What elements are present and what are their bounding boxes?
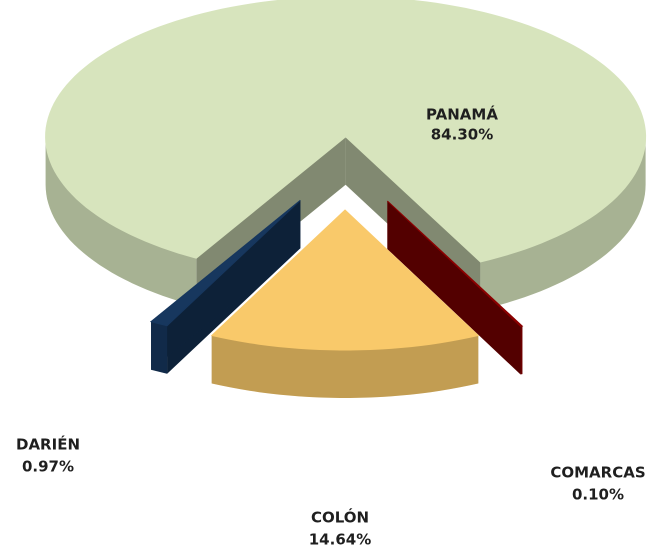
slice-label: DARIÉN (16, 435, 80, 454)
slice-side (520, 326, 523, 375)
slice-label: COMARCAS (550, 464, 645, 482)
slice-value-label: 14.64% (309, 531, 371, 549)
slice-top (210, 209, 480, 351)
slice-side (45, 136, 197, 307)
slice-wall (387, 201, 521, 375)
slice-value-label: 84.30% (431, 126, 493, 144)
slice-side-shade (520, 326, 523, 375)
slice-value-label: 0.97% (22, 458, 74, 476)
slice-wall-shade (387, 201, 521, 375)
slice-side (480, 136, 646, 310)
slice-label: COLÓN (311, 508, 369, 527)
slice-side (151, 321, 168, 374)
slice-side-shade (45, 136, 197, 307)
slice (210, 209, 480, 398)
slice-side-shade (211, 335, 479, 398)
slice-side (211, 335, 479, 398)
slice-value-label: 0.10% (572, 486, 624, 504)
slice-top (387, 200, 524, 328)
slice-top (45, 0, 647, 263)
slice-side-shade (151, 321, 168, 374)
slice-wall (151, 200, 301, 370)
slice-top (149, 199, 301, 327)
slice (387, 200, 524, 375)
slice-label: PANAMÁ (426, 105, 498, 124)
slice (45, 0, 647, 310)
slice (149, 199, 301, 374)
slice-wall-shade (151, 200, 301, 370)
slice-side-shade (480, 136, 646, 310)
